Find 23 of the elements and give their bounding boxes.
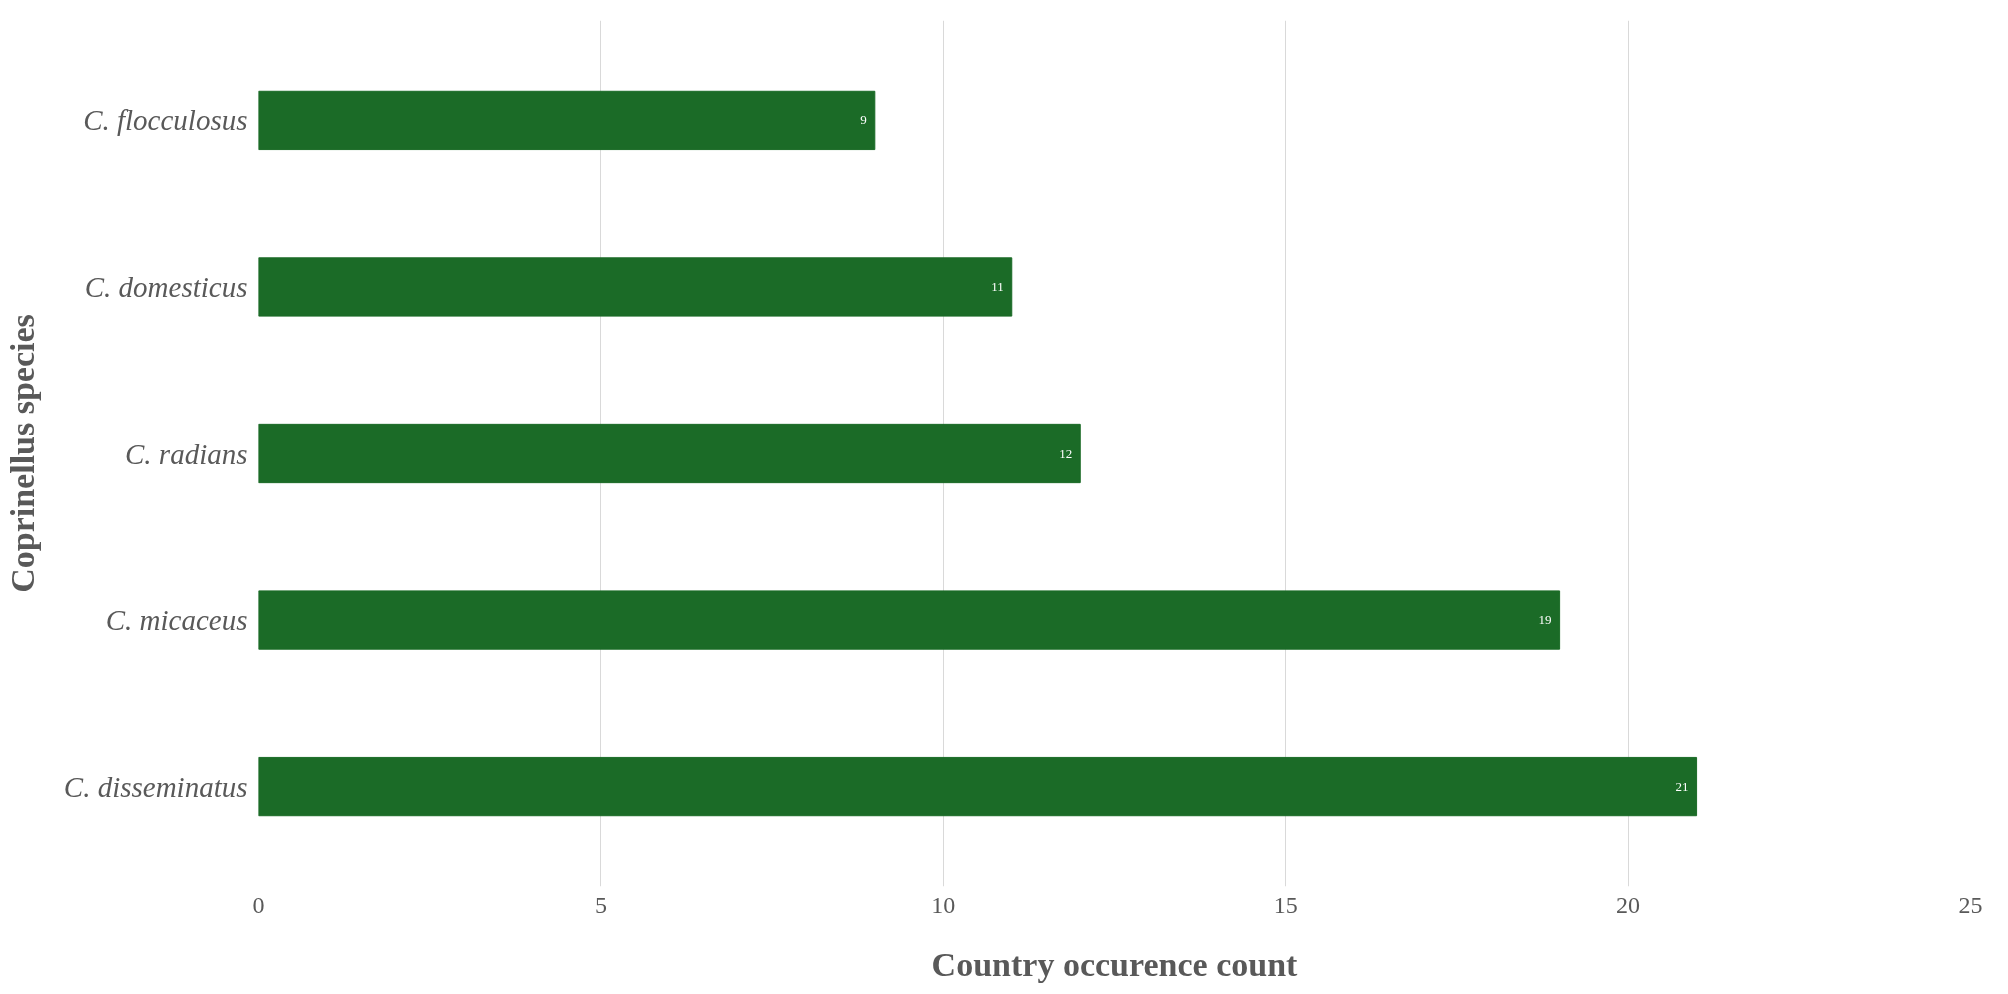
x-tick-label: 15 [1273,891,1298,918]
x-tick-label: 0 [252,891,265,918]
x-tick-label: 5 [594,891,607,918]
y-tick-label: C. micaceus [105,604,248,637]
x-tick-label: 25 [1958,891,1983,918]
y-tick-label: C. flocculosus [83,104,248,137]
y-tick-label: C. disseminatus [63,770,248,803]
bar [258,423,1081,484]
y-tick-label: C. domesticus [84,270,248,303]
x-axis-title: Country occurence count [931,945,1299,983]
data-label: 11 [991,278,1004,294]
y-tick-label: C. radians [125,437,248,470]
bar [258,257,1013,317]
data-label: 9 [860,112,867,128]
bar [258,90,876,151]
data-label: 21 [1675,778,1689,794]
x-tick-label: 10 [931,891,956,918]
x-tick-label: 20 [1616,891,1641,918]
bar [258,590,1561,650]
data-label: 12 [1059,445,1073,461]
y-axis-title: Coprinellus species [3,314,41,593]
data-label: 19 [1538,612,1552,628]
bar [258,756,1698,817]
